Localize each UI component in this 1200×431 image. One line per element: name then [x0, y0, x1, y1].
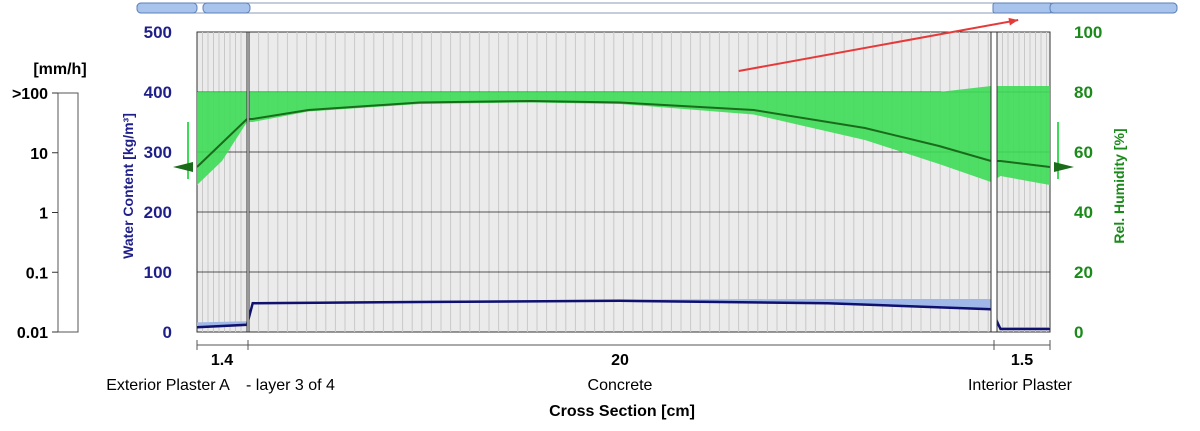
layer-note-label: - layer 3 of 4 — [246, 377, 335, 394]
humidity-band — [197, 86, 1050, 185]
layer-thickness-label: 20 — [611, 352, 629, 369]
scrollbar-thumb-start[interactable] — [202, 2, 251, 14]
humidity-marker-right — [1054, 162, 1074, 172]
layer-boundary — [246, 31, 250, 333]
layer-scrollbar[interactable] — [136, 2, 1178, 14]
y-right-tick-label: 20 — [1074, 263, 1093, 282]
layer-thickness-label: 1.5 — [1011, 352, 1033, 369]
plot-area — [173, 31, 1074, 333]
y-left-tick-label: 100 — [144, 263, 172, 282]
x-axis-label: Cross Section [cm] — [549, 403, 695, 420]
y-left-tick-label: 500 — [144, 23, 172, 42]
rain-scale-tick-label: >100 — [12, 86, 48, 103]
rain-scale-tick-label: 0.01 — [17, 325, 48, 342]
y-left-tick-label: 200 — [144, 203, 172, 222]
y-left-tick-label: 300 — [144, 143, 172, 162]
rain-scale-tick-label: 10 — [30, 146, 48, 163]
vertical-grid — [202, 32, 1047, 332]
annotation-arrow-line — [738, 19, 1019, 72]
layer-boundary — [990, 31, 998, 333]
annotation-arrow-head — [1008, 17, 1019, 26]
y-right-tick-label: 0 — [1074, 323, 1083, 342]
y-right-tick-label: 40 — [1074, 203, 1093, 222]
layer-name-label: Concrete — [588, 377, 653, 394]
scrollbar-thumb-end[interactable] — [992, 2, 1052, 14]
y-left-tick-label: 400 — [144, 83, 172, 102]
y-right-tick-label: 100 — [1074, 23, 1102, 42]
layer-name-label: Interior Plaster — [968, 377, 1073, 394]
rain-scale-bar — [57, 92, 79, 333]
y-left-tick-label: 0 — [163, 323, 172, 342]
scrollbar-left-segment[interactable] — [136, 2, 198, 14]
y-right-tick-label: 60 — [1074, 143, 1093, 162]
layer-name-label: Exterior Plaster A — [106, 377, 230, 394]
scrollbar-right-segment[interactable] — [1049, 2, 1178, 14]
y-right-axis-label: Rel. Humidity [%] — [1111, 128, 1127, 243]
rain-scale-unit: [mm/h] — [33, 61, 86, 78]
rain-scale-tick-label: 1 — [39, 206, 48, 223]
y-right-tick-label: 80 — [1074, 83, 1093, 102]
layer-thickness-label: 1.4 — [211, 352, 233, 369]
rain-scale: [mm/h] >100 10 1 0.1 0.01 — [12, 61, 87, 342]
y-left-axis-label: Water Content [kg/m³] — [120, 113, 136, 259]
humidity-marker-left — [173, 162, 193, 172]
rain-scale-tick-label: 0.1 — [26, 265, 48, 282]
